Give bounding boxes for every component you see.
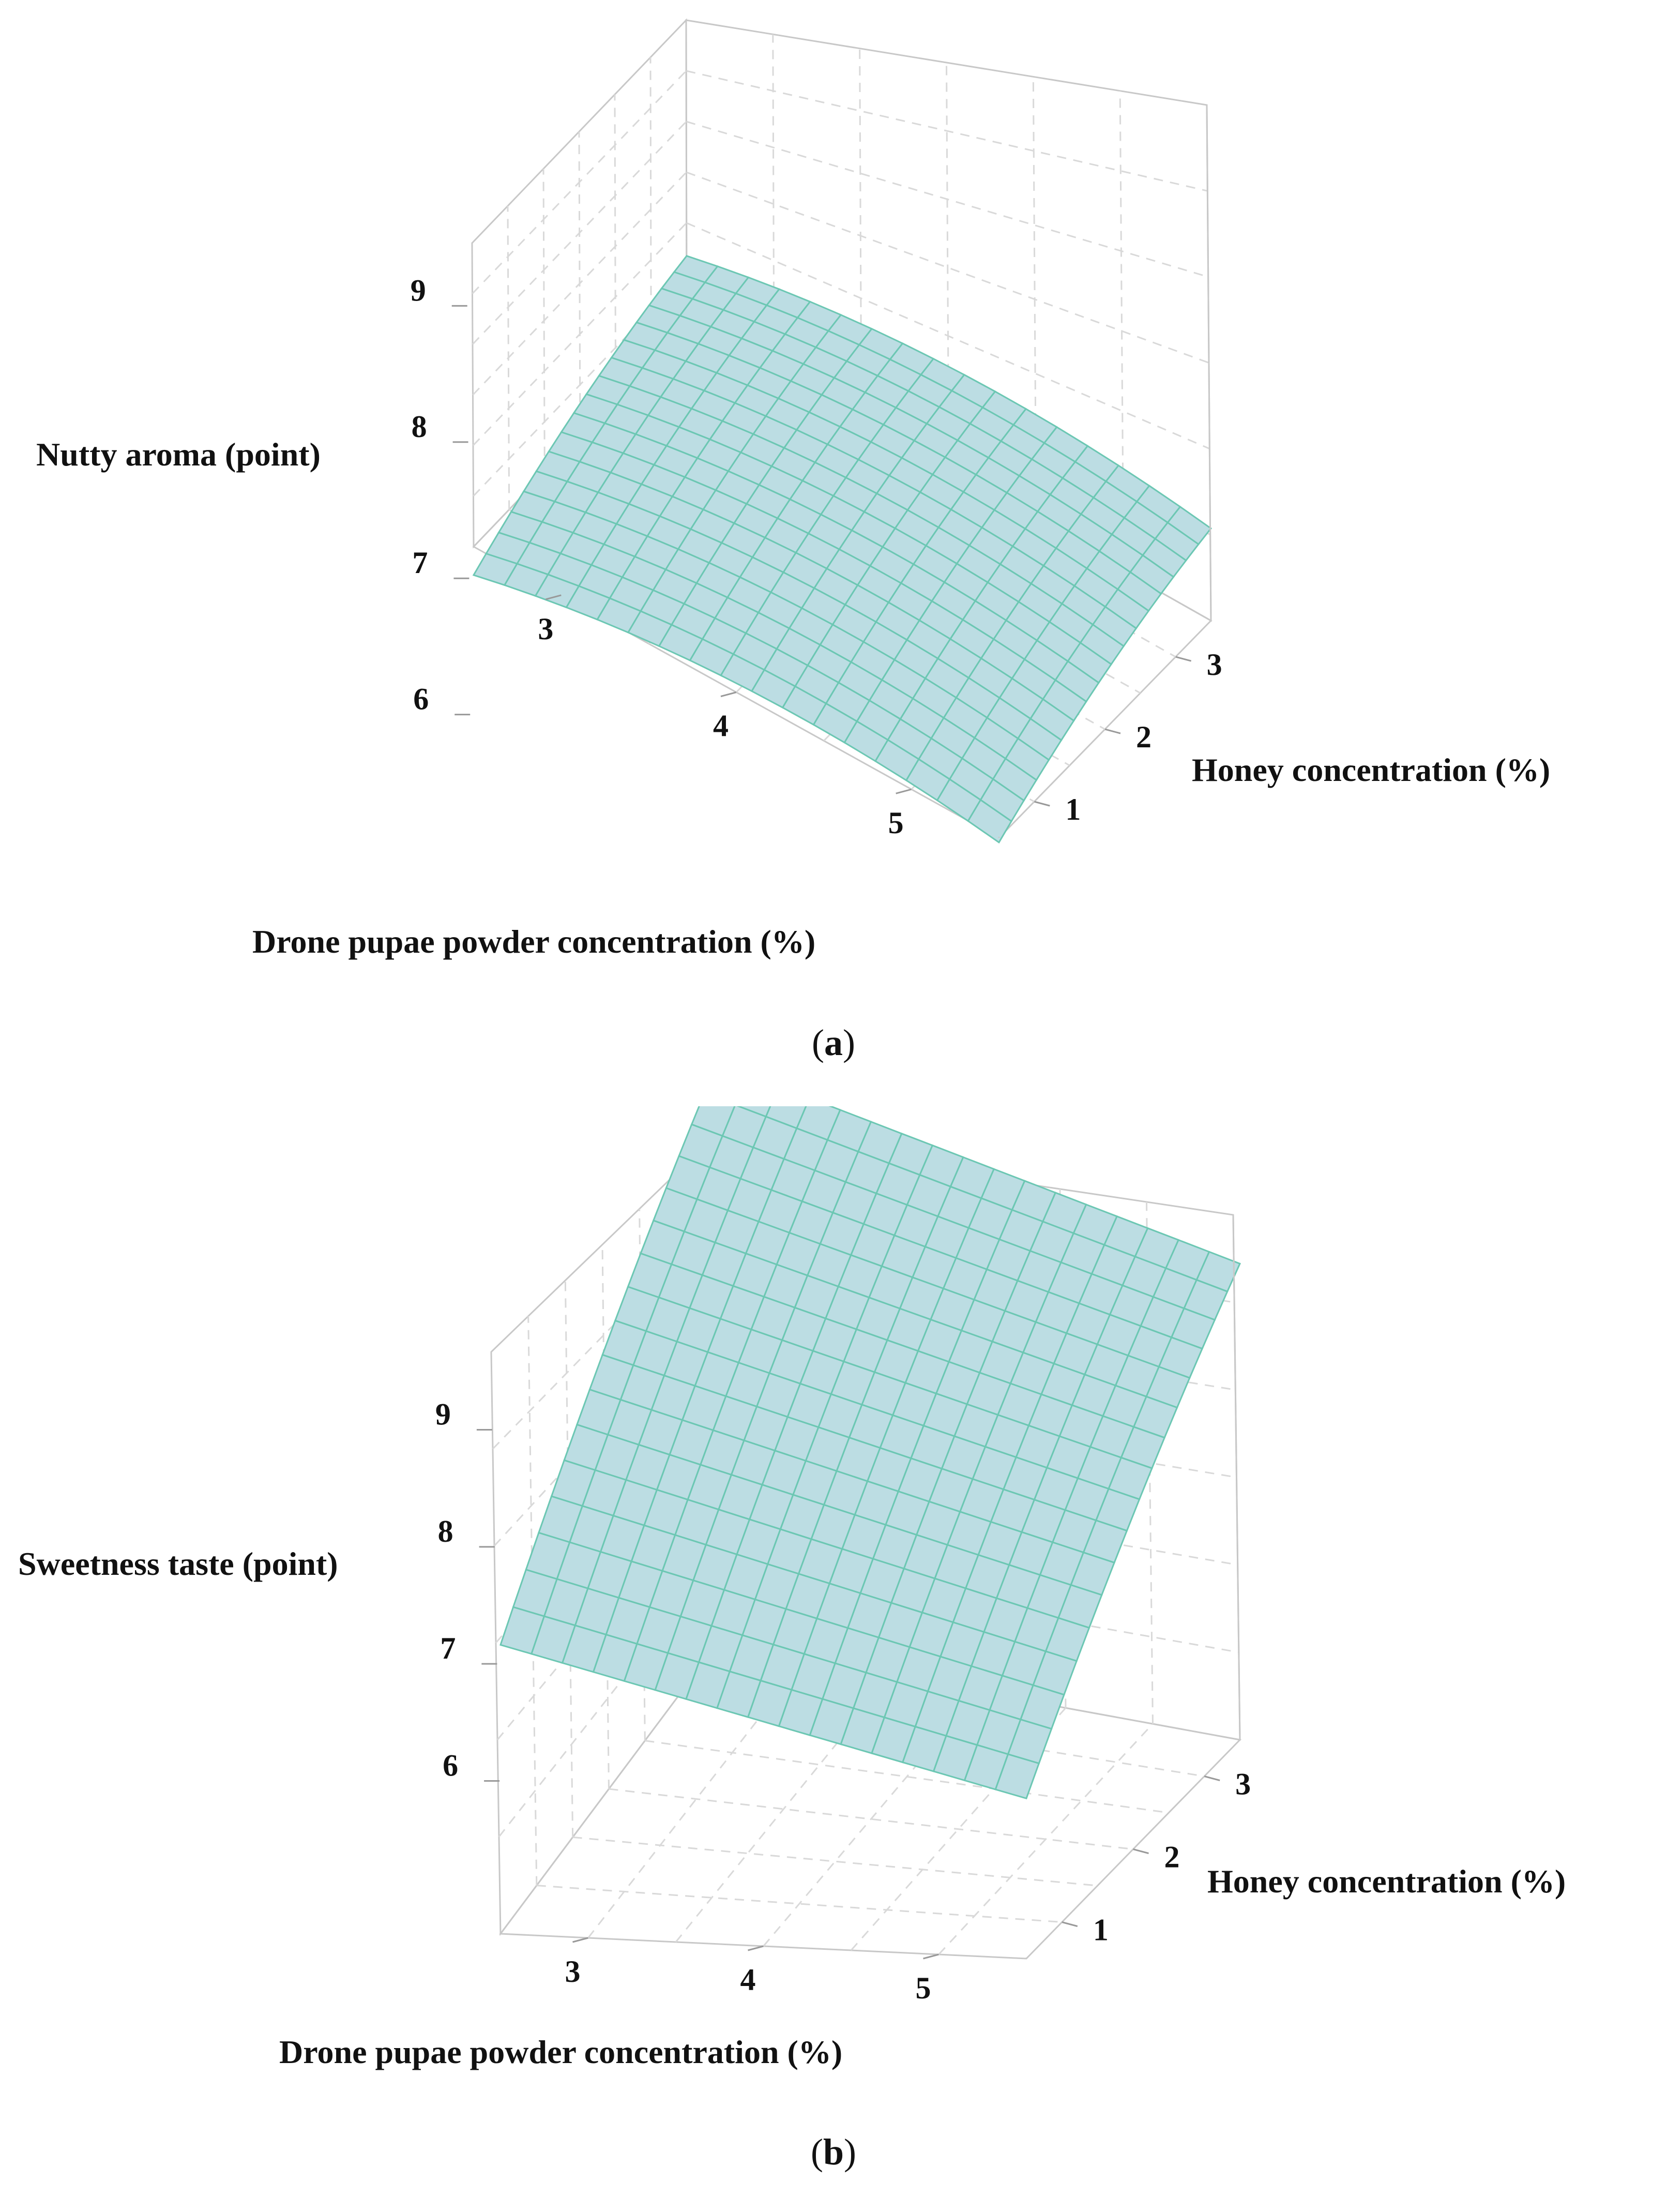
- x-tick-label: 4: [740, 1963, 756, 1997]
- figure-panel-a: 3 4 5 1 2 3 6 7 8 9 Nutty aroma (point) Honey con…: [36, 18, 1550, 960]
- x-tick-label: 3: [538, 612, 553, 646]
- y-tick: [1104, 728, 1121, 734]
- surface-cell: [472, 552, 519, 586]
- caption-letter-b: b: [823, 2131, 844, 2173]
- y-tick-label: 2: [1164, 1840, 1180, 1874]
- y-tick-label: 1: [1065, 792, 1081, 826]
- z-tick-label: 9: [435, 1397, 451, 1432]
- y-tick: [1062, 1921, 1078, 1927]
- grid-line: [645, 1740, 1169, 1814]
- x-tick-label: 4: [713, 709, 729, 743]
- grid-line: [686, 70, 1208, 192]
- z-tick-label: 6: [443, 1748, 458, 1782]
- y-tick-label: 3: [1207, 648, 1222, 682]
- caption-a: (a): [812, 1022, 855, 1063]
- figure-panel-b: 3 4 5 1 2 3 6 7 8 9 Sweetness taste (point) Honey…: [0, 1106, 1667, 2212]
- x-tick-label: 3: [565, 1954, 581, 1989]
- box-edge: [1232, 1214, 1241, 1740]
- z-tick-label: 7: [412, 546, 428, 580]
- grid-line: [492, 1221, 715, 1450]
- x-tick: [923, 1953, 939, 1960]
- x-tick: [545, 594, 562, 600]
- z-axis-label-b: Sweetness taste (point): [18, 1545, 338, 1582]
- z-tick-label: 8: [438, 1514, 453, 1548]
- grid-line: [472, 70, 687, 294]
- x-tick: [748, 1945, 764, 1951]
- caption-letter-a: a: [824, 1022, 843, 1063]
- box-edge: [1206, 104, 1212, 621]
- y-tick-label: 1: [1093, 1913, 1109, 1947]
- y-axis-label-a: Honey concentration (%): [1192, 751, 1550, 788]
- grid-line: [578, 131, 581, 436]
- x-axis-label-a: Drone pupae powder concentration (%): [252, 923, 815, 960]
- grid-line: [609, 1788, 1133, 1850]
- y-tick: [1133, 1848, 1149, 1854]
- x-tick: [720, 691, 737, 697]
- grid-line: [938, 1723, 1154, 1955]
- caption-b: (b): [810, 2131, 856, 2173]
- y-tick: [1204, 1775, 1220, 1781]
- x-tick-label: 5: [888, 806, 904, 840]
- surface-plot-b: 3 4 5 1 2 3 6 7 8 9 Sweetness taste (point) Honey…: [18, 1106, 1566, 2070]
- grid-line: [1119, 91, 1125, 571]
- x-axis-label-b: Drone pupae powder concentration (%): [279, 2034, 842, 2070]
- z-tick-label: 8: [412, 410, 427, 444]
- grid-line: [498, 1559, 718, 1838]
- z-tick-label: 9: [411, 273, 426, 307]
- z-tick-label: 7: [440, 1631, 456, 1665]
- y-tick: [1175, 656, 1192, 662]
- z-axis-label-a: Nutty aroma (point): [36, 436, 321, 473]
- x-tick-label: 5: [916, 1971, 931, 2005]
- z-tick-label: 6: [413, 682, 429, 716]
- y-tick: [1034, 801, 1050, 807]
- grid-line: [763, 1691, 979, 1947]
- x-tick: [896, 788, 912, 794]
- y-tick-label: 2: [1136, 720, 1151, 754]
- y-axis-label-b: Honey concentration (%): [1207, 1863, 1566, 1900]
- grid-line: [572, 1836, 1098, 1887]
- x-tick: [572, 1937, 588, 1943]
- surface-cell: [499, 1606, 545, 1655]
- surface-plot-a: 3 4 5 1 2 3 6 7 8 9 Nutty aroma (point) Honey con…: [36, 18, 1550, 960]
- y-tick-label: 3: [1235, 1767, 1251, 1801]
